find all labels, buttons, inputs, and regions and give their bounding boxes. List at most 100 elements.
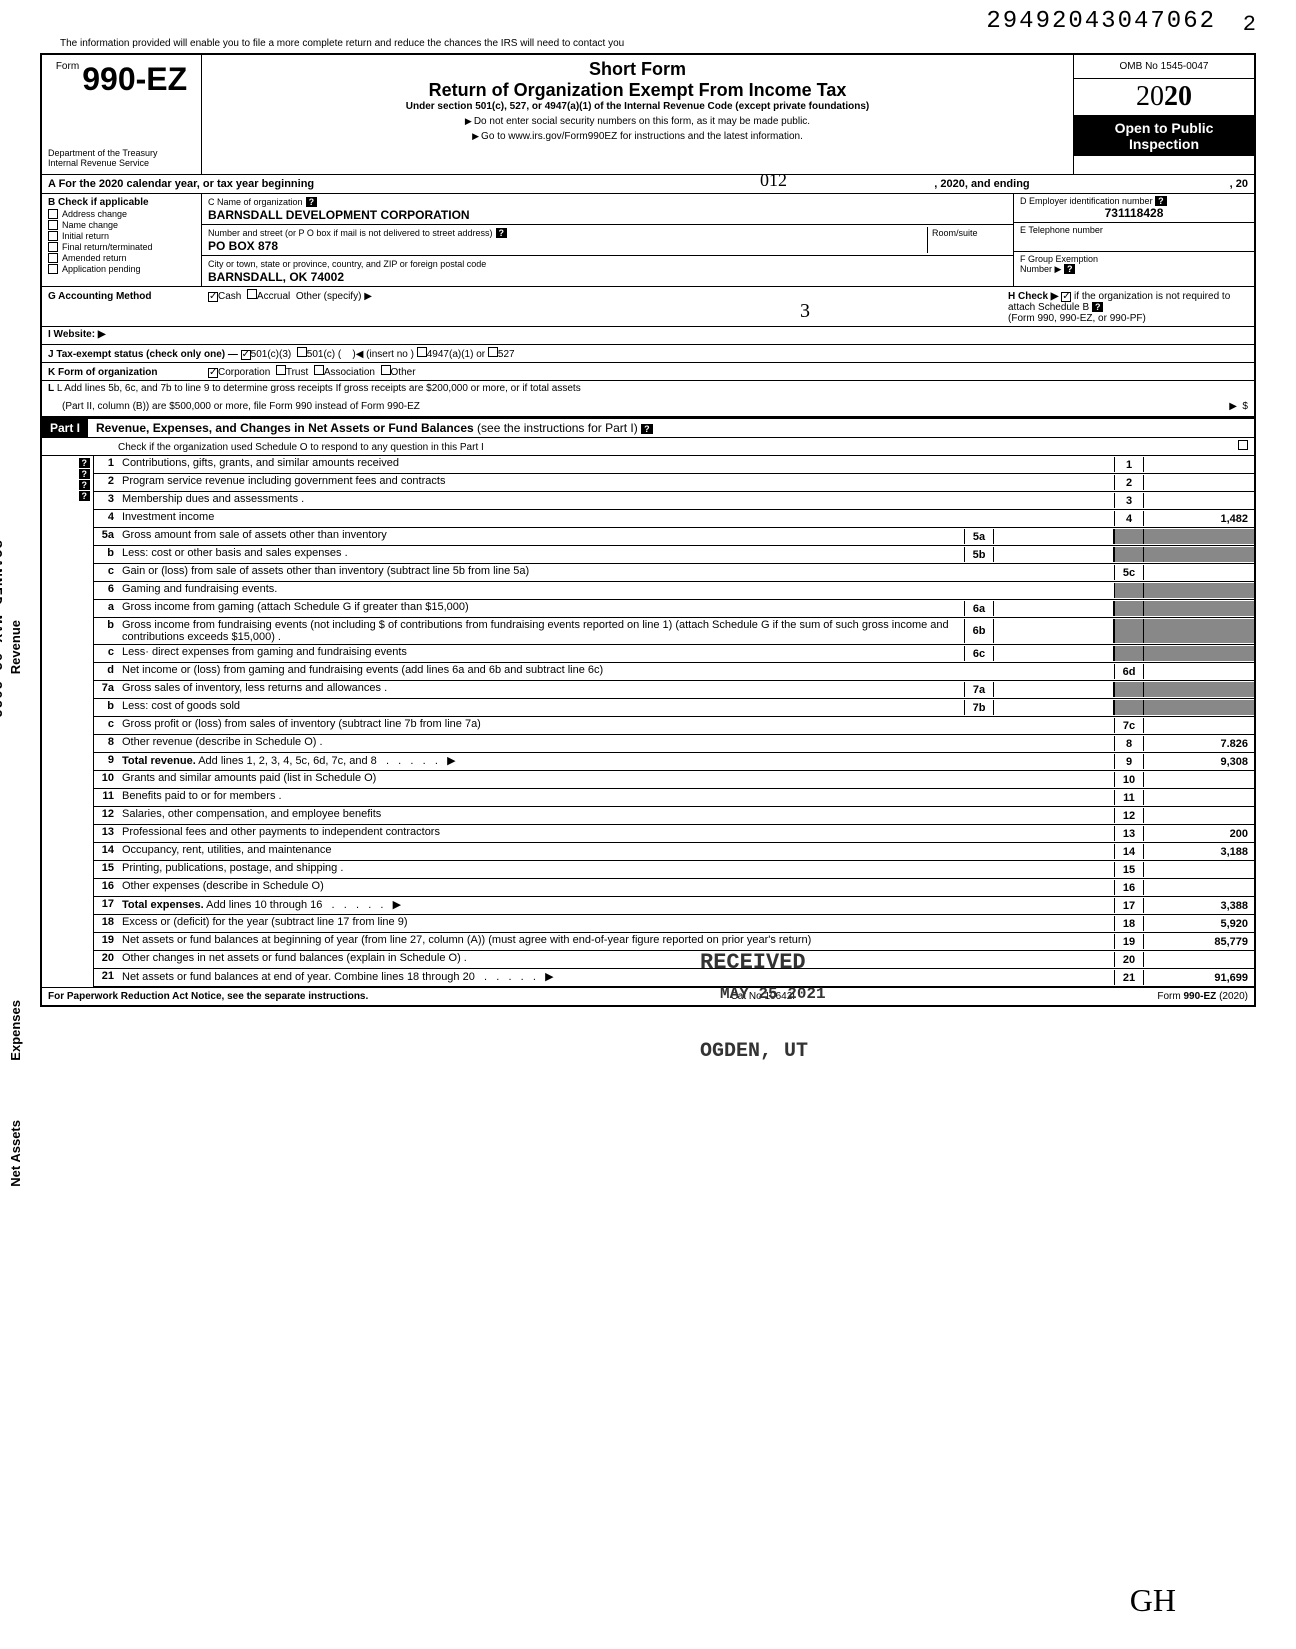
right-val[interactable]: 85,779 — [1144, 934, 1254, 949]
f-label: F Group Exemption — [1020, 254, 1098, 264]
g-accrual-check[interactable] — [247, 289, 257, 299]
period-20: , 20 — [1230, 178, 1248, 190]
right-val[interactable]: 91,699 — [1144, 970, 1254, 985]
mid-val[interactable] — [994, 700, 1114, 715]
g-cash: Cash — [218, 291, 241, 302]
right-num: 21 — [1114, 970, 1144, 985]
help-icon[interactable]: ? — [641, 424, 653, 434]
right-val[interactable]: 3,188 — [1144, 844, 1254, 859]
title-short: Short Form — [210, 59, 1065, 80]
right-num: 11 — [1114, 790, 1144, 805]
right-val[interactable] — [1144, 808, 1254, 823]
right-val[interactable]: 200 — [1144, 826, 1254, 841]
k-other-check[interactable] — [381, 365, 391, 375]
open-inspect: Open to Public Inspection — [1074, 115, 1254, 156]
line-text: Printing, publications, postage, and shi… — [122, 862, 1114, 874]
right-val[interactable] — [1144, 457, 1254, 472]
line-6c: cLess· direct expenses from gaming and f… — [94, 645, 1254, 663]
right-num: 20 — [1114, 952, 1144, 967]
right-val[interactable] — [1144, 493, 1254, 508]
help-icon[interactable]: ? — [306, 197, 318, 207]
mid-val[interactable] — [994, 646, 1114, 661]
right-val[interactable] — [1144, 718, 1254, 733]
j-527-check[interactable] — [488, 347, 498, 357]
line-num: 6 — [94, 583, 122, 595]
line-text: Gaming and fundraising events. — [122, 583, 1114, 595]
right-val[interactable]: 7.826 — [1144, 736, 1254, 751]
line-6d: dNet income or (loss) from gaming and fu… — [94, 663, 1254, 681]
right-val[interactable] — [1144, 790, 1254, 805]
mid-num: 6a — [964, 601, 994, 616]
help-icon[interactable]: ? — [1155, 196, 1167, 206]
line-9: 9Total revenue. Add lines 1, 2, 3, 4, 5c… — [94, 753, 1254, 771]
mid-val[interactable] — [994, 547, 1114, 562]
right-val[interactable]: 3,388 — [1144, 898, 1254, 913]
check-amended[interactable]: Amended return — [48, 253, 195, 263]
right-val[interactable] — [1144, 475, 1254, 490]
mid-val[interactable] — [994, 682, 1114, 697]
help-icon[interactable]: ? — [1092, 302, 1104, 312]
help-icon[interactable]: ? — [79, 469, 91, 479]
right-val-shaded — [1144, 700, 1254, 715]
j-501c-check[interactable] — [297, 347, 307, 357]
help-icon[interactable]: ? — [79, 480, 91, 490]
check-final[interactable]: Final return/terminated — [48, 242, 195, 252]
right-val[interactable] — [1144, 664, 1254, 679]
k-assoc: Association — [324, 367, 375, 378]
line-num: 18 — [94, 916, 122, 928]
right-val[interactable] — [1144, 952, 1254, 967]
k-trust: Trust — [286, 367, 308, 378]
line-num: 7a — [94, 682, 122, 694]
help-icon[interactable]: ? — [79, 458, 91, 468]
i-label: I Website: ▶ — [48, 329, 106, 340]
help-icon[interactable]: ? — [496, 228, 508, 238]
check-address[interactable]: Address change — [48, 209, 195, 219]
j-501c3-check[interactable] — [241, 350, 251, 360]
part1-label: Part I — [42, 419, 88, 437]
k-assoc-check[interactable] — [314, 365, 324, 375]
right-val[interactable] — [1144, 772, 1254, 787]
right-val-shaded — [1144, 547, 1254, 562]
check-name[interactable]: Name change — [48, 220, 195, 230]
data-lines: 1Contributions, gifts, grants, and simil… — [94, 456, 1254, 987]
part1-schedule-o-check[interactable] — [1238, 440, 1248, 450]
right-num: 6d — [1114, 664, 1144, 679]
k-trust-check[interactable] — [276, 365, 286, 375]
line-7b: bLess: cost of goods sold7b — [94, 699, 1254, 717]
right-val[interactable] — [1144, 880, 1254, 895]
right-val[interactable] — [1144, 862, 1254, 877]
g-accrual: Accrual — [257, 291, 290, 302]
mid-val[interactable] — [994, 601, 1114, 616]
mid-val[interactable] — [994, 529, 1114, 544]
line-g-h: G Accounting Method Cash Accrual Other (… — [42, 287, 1254, 327]
dept: Department of the Treasury Internal Reve… — [48, 148, 195, 168]
title-cell: Short Form Return of Organization Exempt… — [202, 55, 1074, 174]
year-prefix: 20 — [1136, 81, 1164, 112]
j-4947-check[interactable] — [417, 347, 427, 357]
top-note: The information provided will enable you… — [60, 38, 1256, 49]
line-num: 10 — [94, 772, 122, 784]
h-check[interactable] — [1061, 292, 1071, 302]
line-text: Other changes in net assets or fund bala… — [122, 952, 1114, 964]
right-val[interactable] — [1144, 565, 1254, 580]
g-cash-check[interactable] — [208, 292, 218, 302]
right-val-shaded — [1144, 682, 1254, 697]
right-num: 19 — [1114, 934, 1144, 949]
b-item-5: Application pending — [62, 264, 141, 274]
part1-table: ? ? ? ? 1Contributions, gifts, grants, a… — [42, 456, 1254, 987]
mid-val[interactable] — [994, 619, 1114, 643]
line-text: Program service revenue including govern… — [122, 475, 1114, 487]
right-val[interactable]: 1,482 — [1144, 511, 1254, 526]
instr-ssn: Do not enter social security numbers on … — [210, 116, 1065, 127]
help-icon[interactable]: ? — [79, 491, 91, 501]
help-icon[interactable]: ? — [1064, 264, 1076, 274]
b-item-1: Name change — [62, 220, 118, 230]
line-text: Less: cost or other basis and sales expe… — [122, 547, 964, 559]
right-val[interactable]: 5,920 — [1144, 916, 1254, 931]
k-corp-check[interactable] — [208, 368, 218, 378]
g-other: Other (specify) ▶ — [296, 291, 372, 302]
check-initial[interactable]: Initial return — [48, 231, 195, 241]
line-l: L L Add lines 5b, 6c, and 7b to line 9 t… — [42, 381, 1254, 399]
right-val[interactable]: 9,308 — [1144, 754, 1254, 769]
check-pending[interactable]: Application pending — [48, 264, 195, 274]
